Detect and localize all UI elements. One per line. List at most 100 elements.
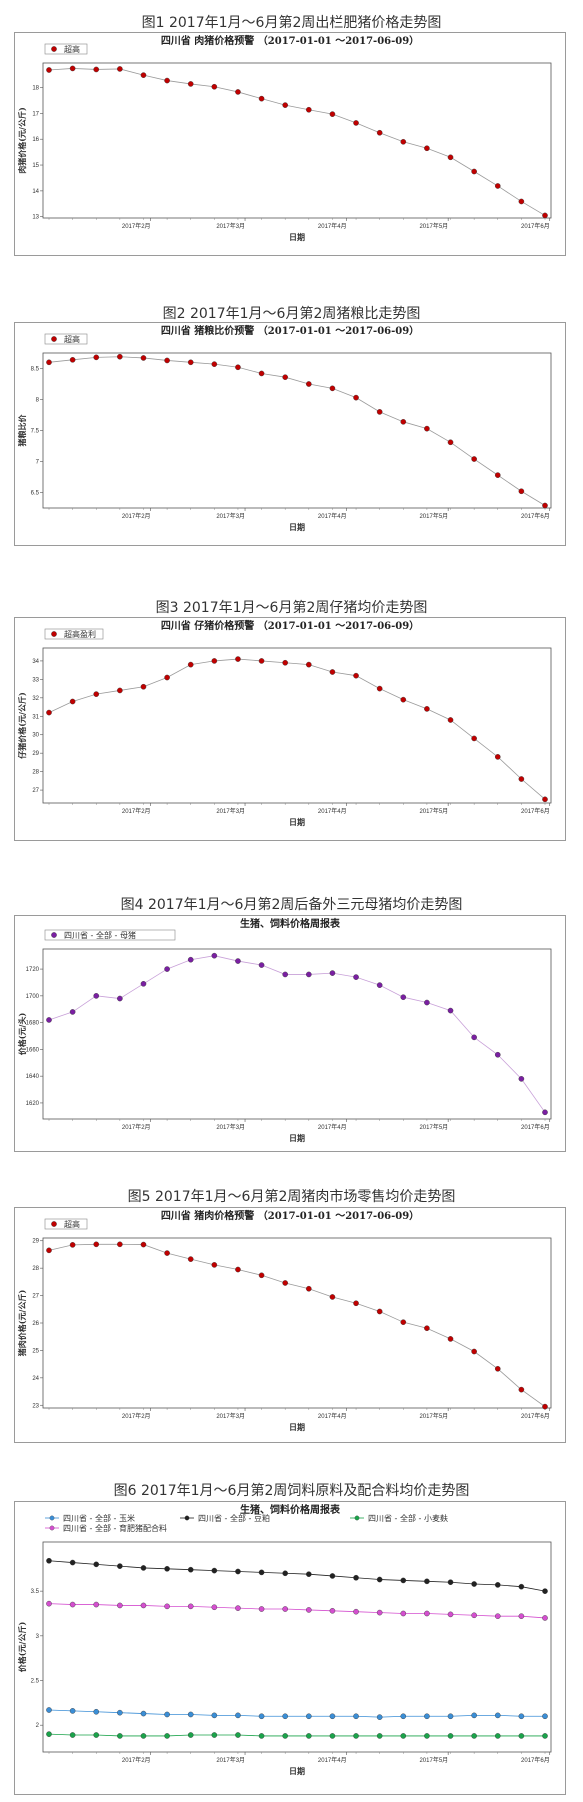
y-tick-label: 24 xyxy=(32,1376,39,1382)
x-tick-label: 2017年3月 xyxy=(216,1412,245,1420)
y-tick-label: 6.5 xyxy=(31,491,40,497)
data-point xyxy=(282,1733,288,1739)
series-line xyxy=(48,1243,546,1407)
data-point xyxy=(211,1567,218,1574)
data-point xyxy=(424,706,430,712)
y-tick-label: 29 xyxy=(32,1239,39,1245)
chart-panel: 四川省 猪粮比价预警 （2017-01-01 ～2017-06-09） 6.5 7 7… xyxy=(14,322,566,546)
data-point xyxy=(376,685,383,692)
data-point xyxy=(258,1713,265,1720)
data-point xyxy=(46,67,52,73)
y-tick-label: 15 xyxy=(32,163,39,169)
legend-marker xyxy=(49,1515,55,1521)
x-tick-label: 2017年5月 xyxy=(419,1756,448,1764)
data-point xyxy=(447,717,454,723)
data-point xyxy=(282,1713,288,1720)
data-point xyxy=(400,1319,407,1325)
chart-svg: 四川省 猪粮比价预警 （2017-01-01 ～2017-06-09） 6.5 7 7… xyxy=(17,324,552,532)
series-line xyxy=(48,1709,545,1718)
data-point xyxy=(282,659,288,666)
data-point xyxy=(329,1608,336,1614)
x-tick-label: 2017年5月 xyxy=(419,222,448,230)
data-point xyxy=(187,661,194,668)
legend-marker xyxy=(184,1515,190,1521)
chart-svg: 生猪、饲料价格周报表 1620 1640 1660 1680 1700 1720 2017年2… xyxy=(17,917,552,1143)
data-point xyxy=(211,361,218,367)
data-point xyxy=(329,669,336,675)
data-point xyxy=(140,1710,147,1717)
data-point xyxy=(471,1034,477,1041)
data-point xyxy=(542,212,548,219)
legend-marker xyxy=(51,1221,57,1227)
x-tick-label: 2017年2月 xyxy=(122,1123,151,1131)
data-point xyxy=(518,1076,525,1082)
x-tick-label: 2017年5月 xyxy=(419,807,448,815)
data-point xyxy=(542,796,548,803)
data-point xyxy=(282,102,288,108)
x-tick-label: 2017年5月 xyxy=(419,1412,448,1420)
chart-svg: 生猪、饲料价格周报表 2 2.5 3 3.5 2017年2月 2017年3月 2017年4月 2… xyxy=(17,1503,552,1776)
data-point xyxy=(329,1733,336,1739)
data-point xyxy=(235,1605,241,1611)
data-point xyxy=(400,696,407,703)
data-point xyxy=(376,1576,383,1583)
data-point xyxy=(353,672,359,679)
data-point xyxy=(329,111,336,117)
data-point xyxy=(46,1731,52,1737)
data-point xyxy=(46,1557,52,1564)
data-point xyxy=(447,1007,454,1014)
legend-label: 四川省 - 全部 - 玉米 xyxy=(63,1513,135,1523)
data-point xyxy=(211,952,218,959)
y-tick-label: 3.5 xyxy=(31,1589,40,1595)
x-tick-label: 2017年4月 xyxy=(318,807,347,815)
data-point xyxy=(494,1365,501,1372)
x-axis-label: 日期 xyxy=(289,1766,305,1776)
data-point xyxy=(353,394,359,401)
y-tick-label: 1660 xyxy=(26,1047,40,1053)
data-point xyxy=(306,1571,312,1577)
data-point xyxy=(258,1733,265,1739)
data-point xyxy=(164,357,170,364)
legend-label: 四川省 - 全部 - 母猪 xyxy=(64,930,136,940)
legend-marker xyxy=(51,932,57,938)
data-point xyxy=(306,106,312,113)
x-tick-label: 2017年4月 xyxy=(318,1756,347,1764)
y-tick-label: 34 xyxy=(32,659,39,665)
data-point xyxy=(164,1566,170,1572)
y-axis-label: 肉猪价格(元/公斤) xyxy=(17,107,27,174)
legend-marker xyxy=(49,1525,55,1531)
chart-svg: 四川省 猪肉价格预警 （2017-01-01 ～2017-06-09） 23 24 2… xyxy=(17,1209,552,1432)
data-point xyxy=(282,374,288,380)
data-point xyxy=(424,1733,430,1739)
data-point xyxy=(69,65,76,72)
data-point xyxy=(93,1561,100,1568)
data-point xyxy=(400,994,407,1000)
y-tick-label: 28 xyxy=(32,1266,39,1272)
y-tick-label: 23 xyxy=(32,1403,39,1409)
data-point xyxy=(187,956,194,963)
chart-title: 四川省 肉猪价格预警 （2017-01-01 ～2017-06-09） xyxy=(161,34,419,47)
chart-panel: 生猪、饲料价格周报表 2 2.5 3 3.5 2017年2月 2017年3月 2017年4月 2… xyxy=(14,1501,566,1795)
data-point xyxy=(258,1569,265,1576)
data-point xyxy=(471,1612,477,1619)
data-point xyxy=(471,735,477,742)
data-point xyxy=(424,1325,430,1332)
data-point xyxy=(424,1713,430,1720)
y-tick-label: 1620 xyxy=(26,1101,40,1107)
data-point xyxy=(400,1733,407,1739)
data-point xyxy=(518,1583,525,1590)
legend-marker xyxy=(51,631,57,637)
plot-area xyxy=(42,1541,552,1753)
y-tick-label: 8.5 xyxy=(31,367,40,373)
x-axis-label: 日期 xyxy=(289,1133,305,1143)
y-axis-label: 价格(元/头) xyxy=(17,1013,27,1056)
chart-title: 生猪、饲料价格周报表 xyxy=(240,1503,341,1516)
data-point xyxy=(117,1733,123,1739)
data-point xyxy=(471,1348,477,1355)
data-point xyxy=(471,168,477,175)
x-tick-label: 2017年5月 xyxy=(419,512,448,520)
data-point xyxy=(235,89,241,95)
data-point xyxy=(117,66,123,72)
y-tick-label: 32 xyxy=(32,696,39,702)
data-point xyxy=(93,1708,100,1715)
